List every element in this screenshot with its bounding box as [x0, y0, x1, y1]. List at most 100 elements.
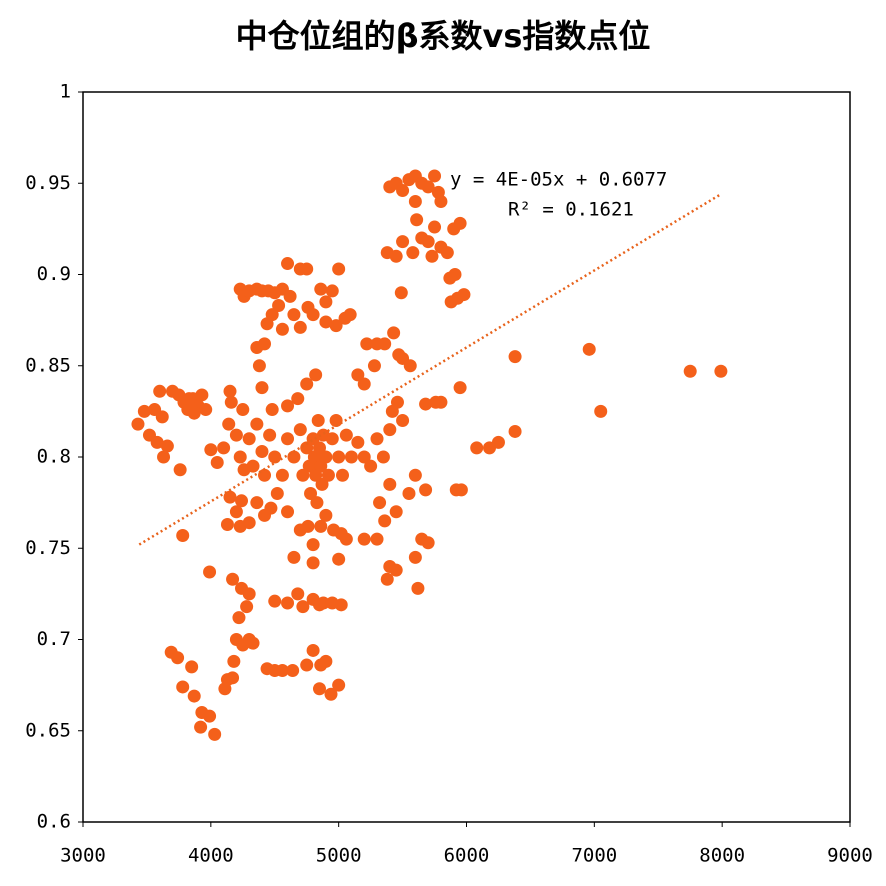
point: [293, 423, 307, 437]
point: [300, 377, 314, 391]
point: [319, 315, 333, 329]
point: [300, 441, 314, 455]
point: [402, 487, 416, 500]
point: [357, 450, 371, 464]
point: [204, 443, 218, 457]
point: [232, 611, 246, 625]
point: [325, 284, 339, 298]
point: [312, 598, 326, 612]
point: [434, 195, 448, 208]
point: [329, 319, 343, 333]
point: [208, 727, 222, 741]
point: [594, 404, 608, 418]
point: [287, 308, 301, 322]
point: [339, 532, 353, 546]
point: [457, 288, 471, 302]
point: [240, 600, 254, 614]
trendline: [138, 193, 722, 546]
point: [367, 359, 381, 373]
point: [268, 450, 282, 464]
point: [218, 682, 232, 696]
point: [408, 468, 422, 482]
point: [210, 455, 224, 469]
point: [306, 432, 320, 446]
point: [332, 450, 346, 464]
point: [283, 289, 297, 303]
point: [235, 494, 249, 508]
point: [408, 195, 422, 208]
point: [157, 450, 171, 464]
point: [306, 556, 320, 570]
y-tick-label: 0.8: [37, 446, 71, 468]
point: [275, 468, 289, 482]
point: [137, 404, 151, 418]
point: [454, 483, 468, 497]
point: [264, 501, 278, 515]
point: [334, 598, 348, 612]
point: [314, 519, 328, 533]
point: [408, 550, 422, 564]
point: [275, 322, 289, 336]
point: [470, 441, 484, 455]
point: [390, 395, 404, 409]
point: [389, 505, 403, 519]
point: [714, 364, 728, 378]
point: [291, 392, 305, 406]
point: [306, 538, 320, 552]
point: [199, 403, 213, 417]
point: [242, 587, 256, 601]
point: [222, 417, 236, 431]
point: [185, 660, 199, 674]
point: [312, 682, 326, 696]
point: [321, 468, 335, 482]
point: [224, 395, 238, 409]
point: [453, 216, 467, 230]
point: [312, 441, 326, 455]
point: [389, 563, 403, 577]
point: [226, 572, 240, 586]
point: [252, 359, 266, 373]
point: [281, 257, 295, 271]
x-tick-label: 9000: [827, 845, 873, 867]
point: [448, 268, 462, 281]
point: [332, 552, 346, 566]
point: [360, 337, 374, 351]
point: [246, 459, 260, 473]
point: [343, 308, 357, 322]
point: [304, 487, 318, 500]
point: [227, 654, 241, 668]
point: [428, 169, 442, 183]
point: [491, 435, 505, 449]
point: [453, 381, 467, 395]
point: [378, 337, 392, 351]
point: [203, 709, 217, 723]
point: [306, 308, 320, 322]
point: [364, 459, 378, 473]
point: [376, 450, 390, 464]
point: [373, 496, 387, 510]
point: [332, 262, 346, 276]
point: [229, 428, 243, 442]
point: [281, 399, 295, 413]
point: [370, 432, 384, 446]
point: [396, 184, 410, 198]
y-tick-label: 0.9: [37, 263, 71, 285]
point: [265, 308, 279, 322]
point: [683, 364, 697, 378]
chart-title: 中仓位组的β系数vs指数点位: [236, 17, 651, 55]
point: [419, 483, 433, 497]
point: [250, 417, 264, 431]
point: [263, 428, 277, 442]
point: [351, 435, 365, 449]
point: [301, 519, 315, 533]
point: [339, 428, 353, 442]
point: [286, 664, 300, 678]
point: [508, 350, 522, 364]
point: [176, 528, 190, 542]
point: [287, 550, 301, 564]
point: [329, 414, 343, 427]
point: [319, 450, 333, 464]
point: [281, 432, 295, 446]
point: [217, 441, 231, 455]
point: [223, 490, 237, 504]
